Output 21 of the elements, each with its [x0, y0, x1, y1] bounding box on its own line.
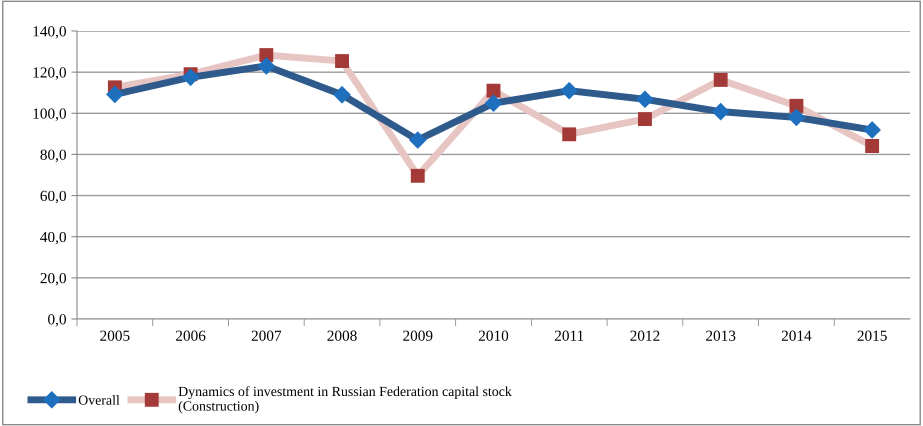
- y-tick-label: 0,0: [48, 314, 66, 327]
- x-tick-label: 2013: [706, 330, 736, 341]
- y-tick-label: 140,0: [34, 26, 66, 39]
- x-tick-label: 2015: [858, 330, 887, 341]
- y-tick-label: 100,0: [34, 108, 66, 121]
- x-tick-label: 2010: [478, 330, 508, 341]
- x-tick-label: 2012: [630, 330, 660, 341]
- y-tick-label: 20,0: [40, 273, 66, 286]
- x-tick-label: 2009: [403, 330, 432, 341]
- x-tick-label: 2006: [176, 330, 206, 341]
- y-tick-label: 60,0: [40, 190, 66, 204]
- x-tick-label: 2008: [327, 330, 357, 341]
- x-tick-label: 2007: [252, 330, 282, 341]
- legend-label: Overall: [78, 395, 120, 405]
- y-tick-label: 40,0: [40, 232, 66, 244]
- y-tick-label: 80,0: [40, 150, 66, 162]
- x-tick-label: 2005: [100, 330, 130, 341]
- legend-label: Dynamics of investment in Russian Federation capital stock (Construction): [178, 386, 512, 414]
- y-tick-label: 120,0: [34, 67, 66, 80]
- x-tick-label: 2011: [554, 330, 584, 341]
- x-tick-label: 2014: [782, 330, 812, 341]
